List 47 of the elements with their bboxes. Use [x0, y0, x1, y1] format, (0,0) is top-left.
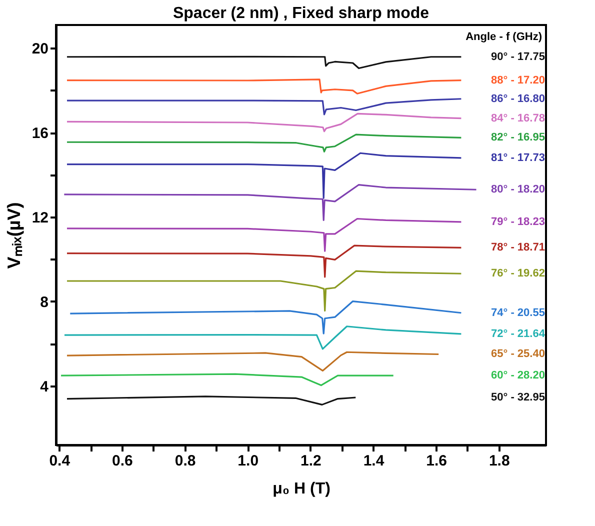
x-axis-title: μ₀ H (T) [272, 480, 330, 498]
y-tick-label: 12 [32, 210, 48, 227]
text: 86° - 16.80 [491, 92, 545, 105]
text: 76° - 19.62 [491, 268, 545, 280]
line-series [66, 78, 462, 94]
text: 78° - 18.71 [491, 242, 545, 254]
text: 90° - 17.75 [491, 50, 545, 63]
series-label: 80° - 18.20 [491, 184, 545, 196]
text: 74° - 20.55 [491, 306, 545, 319]
text: 50° - 32.95 [491, 392, 545, 404]
text: 88° - 17.20 [491, 74, 545, 86]
text: 79° - 18.23 [491, 216, 545, 228]
x-tick-label: 1.6 [426, 452, 447, 470]
line-series [66, 351, 440, 372]
line-series [63, 184, 478, 222]
text: 60° - 28.20 [491, 370, 545, 382]
line-series [66, 98, 462, 116]
text: 65° - 25.40 [491, 348, 545, 360]
x-tick-label: 1.8 [488, 452, 510, 470]
text: 81° - 17.73 [491, 152, 545, 164]
legend-title: Angle - f (GHz) [466, 31, 542, 43]
line-series [60, 373, 394, 386]
line-series [66, 218, 462, 252]
text: 82° - 16.95 [491, 132, 545, 144]
x-tick-label: 0.6 [112, 452, 133, 470]
x-tick-label: 0.4 [49, 452, 71, 470]
line-series [66, 112, 462, 132]
line-series [66, 152, 462, 199]
x-tick-label: 1.4 [363, 452, 385, 470]
line-series [66, 244, 462, 278]
x-tick-label: 0.8 [174, 452, 196, 470]
y-tick-label: 4 [40, 378, 50, 396]
y-tick-label: 8 [40, 294, 48, 311]
y-tick-label: 16 [32, 125, 48, 142]
line-series [64, 326, 462, 350]
line-series [66, 270, 462, 312]
line-series [66, 134, 462, 152]
line-series [66, 396, 356, 406]
x-tick-label: 1.2 [300, 452, 322, 470]
x-tick-label: 1.0 [238, 452, 259, 470]
line-series [66, 56, 462, 70]
text: 72° - 21.64 [491, 328, 546, 340]
text: 84° - 16.78 [491, 112, 545, 124]
line-series [69, 300, 462, 334]
chart-title: Spacer (2 nm) , Fixed sharp mode [172, 5, 430, 22]
y-axis-title: Vₘᵢₓ(µV) [4, 202, 24, 269]
y-tick-label: 20 [32, 40, 48, 58]
